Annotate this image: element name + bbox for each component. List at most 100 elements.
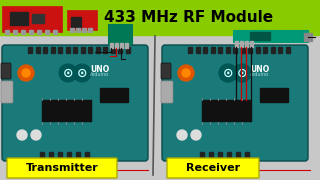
Bar: [95, 47, 100, 53]
Text: UNO: UNO: [90, 64, 110, 73]
Circle shape: [17, 130, 27, 140]
Bar: [235, 41, 238, 47]
Bar: [202, 100, 252, 122]
Bar: [278, 47, 282, 53]
Bar: [248, 47, 252, 53]
Circle shape: [31, 130, 41, 140]
FancyBboxPatch shape: [7, 158, 117, 178]
Bar: [218, 47, 222, 53]
Bar: [100, 88, 128, 102]
Bar: [10, 12, 28, 25]
Bar: [115, 43, 118, 48]
FancyBboxPatch shape: [167, 158, 259, 178]
FancyBboxPatch shape: [1, 81, 13, 103]
Bar: [49, 152, 53, 158]
Circle shape: [177, 130, 187, 140]
Text: Receiver: Receiver: [186, 163, 240, 173]
Text: Arduino: Arduino: [91, 73, 109, 78]
Bar: [2, 6, 62, 32]
Bar: [125, 43, 128, 48]
Circle shape: [191, 130, 201, 140]
Bar: [32, 14, 44, 23]
Bar: [263, 47, 267, 53]
FancyBboxPatch shape: [161, 81, 173, 103]
Circle shape: [59, 64, 77, 82]
Bar: [233, 30, 308, 42]
Bar: [71, 17, 81, 27]
Bar: [110, 43, 113, 48]
Bar: [110, 47, 115, 53]
Bar: [58, 152, 62, 158]
Bar: [209, 152, 213, 158]
Text: 433 MHz RF Module: 433 MHz RF Module: [104, 10, 273, 24]
Bar: [40, 152, 44, 158]
FancyBboxPatch shape: [162, 45, 308, 161]
Bar: [13, 30, 17, 34]
Circle shape: [219, 64, 237, 82]
Bar: [285, 47, 290, 53]
Bar: [73, 47, 77, 53]
Bar: [67, 10, 97, 30]
Bar: [29, 30, 33, 34]
Bar: [88, 28, 92, 32]
Text: ⊙: ⊙: [77, 66, 87, 80]
Bar: [28, 47, 32, 53]
Bar: [270, 47, 275, 53]
Bar: [304, 33, 312, 41]
Circle shape: [178, 65, 194, 81]
Bar: [118, 47, 122, 53]
Bar: [103, 47, 107, 53]
Bar: [245, 152, 249, 158]
Bar: [188, 47, 192, 53]
Bar: [255, 47, 260, 53]
Bar: [51, 47, 54, 53]
Bar: [42, 100, 92, 122]
Bar: [21, 30, 25, 34]
Bar: [241, 47, 244, 53]
Circle shape: [18, 65, 34, 81]
Bar: [120, 43, 123, 48]
Bar: [45, 30, 49, 34]
Text: Arduino: Arduino: [251, 73, 269, 78]
Bar: [36, 47, 39, 53]
Bar: [67, 152, 71, 158]
Bar: [245, 41, 248, 47]
Bar: [66, 47, 69, 53]
Bar: [0, 35, 320, 180]
Bar: [37, 30, 41, 34]
Bar: [250, 41, 253, 47]
Bar: [81, 47, 84, 53]
Text: UNO: UNO: [250, 64, 270, 73]
Bar: [200, 152, 204, 158]
Bar: [236, 152, 240, 158]
Bar: [226, 47, 229, 53]
Bar: [85, 152, 89, 158]
Bar: [82, 28, 86, 32]
Bar: [76, 28, 80, 32]
Bar: [260, 88, 288, 102]
Bar: [88, 47, 92, 53]
FancyBboxPatch shape: [2, 45, 148, 161]
Bar: [43, 47, 47, 53]
Bar: [227, 152, 231, 158]
FancyBboxPatch shape: [161, 63, 171, 79]
Bar: [196, 47, 199, 53]
Text: ⊙: ⊙: [223, 66, 233, 80]
Bar: [53, 30, 57, 34]
Bar: [240, 41, 243, 47]
Bar: [125, 47, 130, 53]
Bar: [218, 152, 222, 158]
Bar: [250, 32, 270, 40]
FancyBboxPatch shape: [1, 63, 11, 79]
Circle shape: [22, 69, 30, 77]
Bar: [5, 30, 9, 34]
Circle shape: [233, 64, 251, 82]
Circle shape: [182, 69, 190, 77]
Bar: [70, 28, 74, 32]
Bar: [0, 0, 320, 35]
Bar: [58, 47, 62, 53]
Text: ⊙: ⊙: [237, 66, 247, 80]
Bar: [76, 152, 80, 158]
Bar: [211, 47, 214, 53]
Bar: [233, 47, 237, 53]
